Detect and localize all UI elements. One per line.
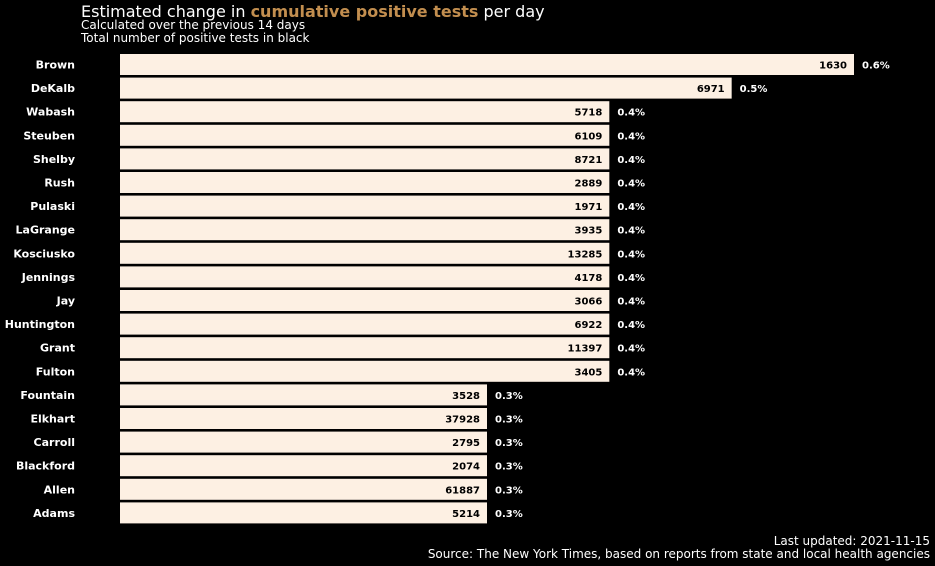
chart-title: Estimated change in cumulative positive … [81,2,545,21]
category-label: Fountain [20,389,75,402]
bar [120,266,610,288]
total-label: 3528 [452,391,480,402]
chart-subtitle-note: Total number of positive tests in black [81,31,310,45]
category-label: Adams [33,507,75,520]
category-label: Carroll [34,436,75,449]
category-label: Wabash [26,106,75,119]
category-label: Pulaski [30,200,75,213]
value-label: 0.5% [740,84,768,95]
total-label: 6922 [574,320,602,331]
value-label: 0.4% [617,344,645,355]
source-note: Source: The New York Times, based on rep… [427,547,930,561]
category-label: Allen [44,483,75,496]
total-label: 5214 [452,509,480,520]
total-label: 2795 [452,438,480,449]
total-label: 2074 [452,462,480,473]
bar [120,408,487,429]
total-label: 1630 [819,61,847,72]
total-label: 3066 [574,297,602,308]
total-label: 2889 [574,179,602,190]
value-label: 0.4% [617,131,645,142]
category-label: Shelby [33,153,75,166]
value-label: 0.4% [617,226,645,237]
value-label: 0.3% [495,485,523,496]
category-label: Elkhart [30,413,75,426]
category-label: Rush [44,177,75,190]
value-label: 0.6% [862,61,890,72]
category-label: Jennings [21,271,76,284]
category-label: Steuben [23,129,75,142]
value-label: 0.3% [495,438,523,449]
bar [120,360,610,382]
bar [120,455,487,477]
total-label: 6971 [697,84,725,95]
category-label: Huntington [5,318,75,331]
bar [120,101,610,123]
bar [120,242,610,264]
category-label: Jay [56,295,75,308]
value-label: 0.4% [617,297,645,308]
chart-subtitle: Calculated over the previous 14 days [81,18,306,32]
total-label: 5718 [574,108,602,119]
title-highlight: cumulative positive tests [250,2,479,21]
total-label: 1971 [574,202,602,213]
value-label: 0.4% [617,155,645,166]
value-label: 0.3% [495,509,523,520]
category-label: Grant [40,342,75,355]
total-label: 61887 [445,485,480,496]
value-label: 0.4% [617,320,645,331]
bar [120,478,487,500]
category-label: Blackford [16,460,75,473]
value-label: 0.4% [617,249,645,260]
bar [120,313,610,335]
total-label: 13285 [568,249,603,260]
bar [120,148,610,170]
bar [120,290,610,311]
bar [120,502,487,524]
last-updated: Last updated: 2021-11-15 [773,534,930,548]
bar [120,54,854,75]
bar [120,77,732,99]
bar [120,124,610,146]
title-text: Estimated change in [81,2,251,21]
total-label: 6109 [574,131,602,142]
title-suffix: per day [478,2,545,21]
bar [120,172,610,193]
total-label: 4178 [574,273,602,284]
value-label: 0.3% [495,462,523,473]
category-label: Fulton [36,365,75,378]
value-label: 0.4% [617,108,645,119]
total-label: 37928 [445,415,480,426]
value-label: 0.4% [617,179,645,190]
bar [120,219,610,241]
value-label: 0.4% [617,202,645,213]
value-label: 0.4% [617,367,645,378]
total-label: 3405 [574,367,602,378]
category-label: LaGrange [16,224,75,237]
category-label: DeKalb [31,82,75,95]
category-label: Kosciusko [13,247,75,260]
category-label: Brown [36,59,75,72]
value-label: 0.3% [495,415,523,426]
total-label: 8721 [574,155,602,166]
bar [120,384,487,406]
value-label: 0.3% [495,391,523,402]
bar [120,195,610,217]
value-label: 0.4% [617,273,645,284]
bar [120,337,610,359]
bar [120,431,487,453]
total-label: 11397 [568,344,603,355]
total-label: 3935 [574,226,602,237]
